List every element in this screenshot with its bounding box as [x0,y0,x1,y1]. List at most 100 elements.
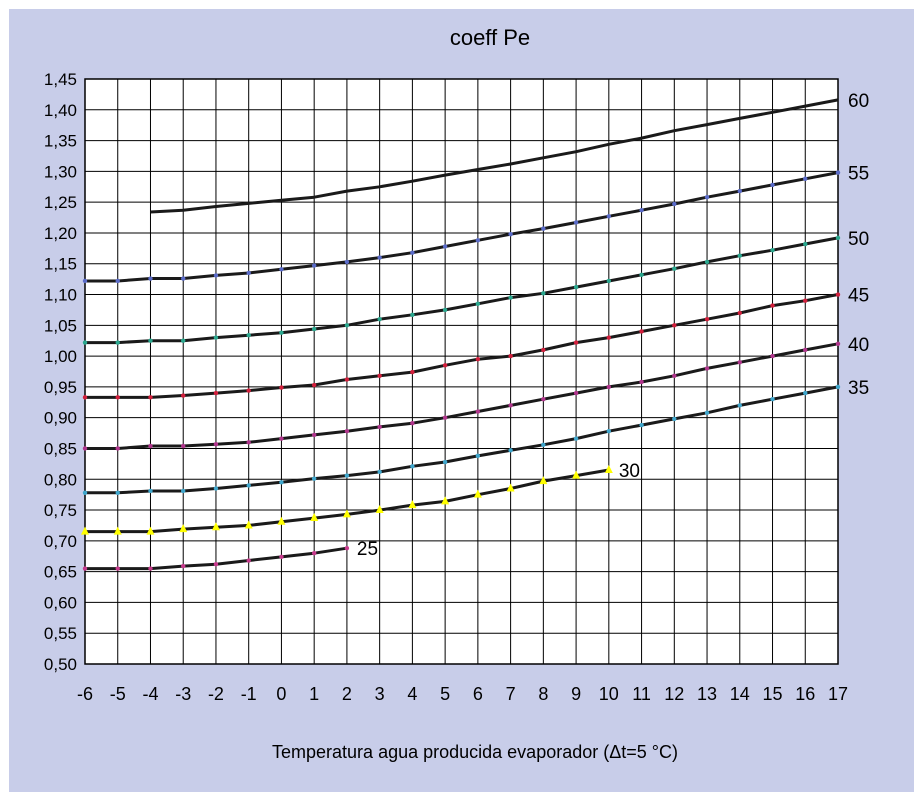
data-point [344,259,350,265]
data-point [377,424,382,430]
data-point [508,231,513,237]
data-point [508,295,513,300]
data-point [277,516,286,525]
data-point [213,390,219,396]
y-tick-label: 0,95 [44,378,77,397]
data-point [573,220,579,225]
x-tick-label: -6 [77,684,93,704]
y-tick-label: 1,45 [44,70,77,89]
data-point [181,393,186,398]
y-tick-label: 1,20 [44,224,77,243]
series-60: 60 [150,91,869,214]
data-point [572,470,581,479]
y-tick-label: 0,80 [44,470,77,489]
x-tick-label: 3 [375,684,385,704]
data-point [573,436,579,441]
x-tick-label: 15 [763,684,783,704]
data-point [704,316,710,322]
data-point [181,338,186,343]
data-point [835,170,841,175]
data-point [246,270,251,276]
data-point [82,395,88,400]
data-point [441,496,450,505]
data-point [82,340,88,345]
y-tick-label: 1,15 [44,255,77,274]
data-point [541,291,546,296]
data-point [704,259,710,265]
data-point [113,526,122,535]
data-point [835,341,841,346]
data-point [344,546,350,551]
data-point [344,323,350,328]
data-point [508,403,513,408]
data-point [375,505,384,514]
x-tick-label: 6 [473,684,483,704]
series-35: 35 [82,378,869,496]
data-point [770,303,775,308]
data-point [770,182,775,188]
data-point [606,429,612,434]
data-point [181,488,186,494]
data-point [148,338,153,343]
data-point [377,316,382,322]
data-point [737,360,742,365]
data-point [475,356,481,362]
series-label-45: 45 [848,286,869,307]
data-point [82,566,88,571]
data-point [115,278,120,284]
data-point [835,292,841,297]
data-point [770,247,775,253]
data-point [115,566,120,571]
data-point [606,214,612,219]
data-point [737,403,742,408]
data-point [148,488,153,494]
data-point [246,558,251,563]
data-point [475,301,481,306]
data-point [244,520,253,529]
series-label-50: 50 [848,229,869,250]
data-point [279,554,284,560]
data-point [310,513,319,522]
series-line-45 [85,293,839,399]
data-point [148,276,153,281]
y-tick-label: 0,50 [44,655,77,674]
data-point [246,388,251,393]
series-50: 50 [82,229,869,345]
series-line-55 [85,171,839,283]
data-point [803,241,808,247]
data-point [410,312,415,318]
axes: 0,50 0,55 0,60 0,65 0,70 0,75 0,80 0,85 0,90 0,95… [44,70,848,704]
data-point [181,563,186,569]
x-tick-label: 9 [571,684,581,704]
y-tick-label: 1,10 [44,286,77,305]
data-point [377,255,382,260]
series-line-40 [85,342,839,450]
data-point [279,385,284,390]
x-tick-label: -4 [142,684,158,704]
data-point [342,509,351,518]
data-point [82,446,88,451]
y-tick-label: 0,65 [44,563,77,582]
data-point [81,526,89,535]
data-point [541,442,546,447]
y-tick-label: 1,25 [44,193,77,212]
series-25: 25 [82,539,378,571]
x-tick-label: 1 [309,684,319,704]
data-point [410,421,415,426]
data-point [737,188,742,194]
data-point [835,235,841,241]
y-tick-label: 0,55 [44,624,77,643]
data-point [473,489,482,498]
series-label-60: 60 [848,91,869,112]
data-point [442,307,448,313]
data-point [606,384,612,390]
data-point [541,347,546,353]
series-40: 40 [82,335,869,451]
data-point [803,390,808,396]
series-55: 55 [82,164,869,284]
data-point [82,278,88,284]
data-point [704,410,710,415]
y-tick-label: 0,75 [44,501,77,520]
series-label-30: 30 [619,461,640,482]
series-label-55: 55 [848,164,869,185]
